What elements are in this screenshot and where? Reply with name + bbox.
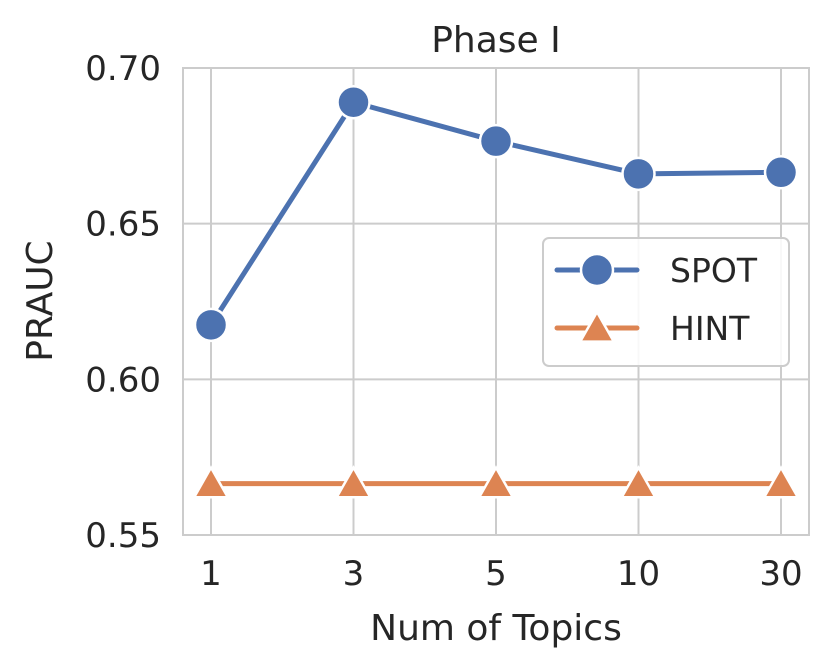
series-spot [193, 84, 799, 343]
data-point-spot [336, 84, 371, 120]
data-point-spot [478, 123, 514, 159]
data-point-hint [477, 465, 515, 499]
legend-label-spot: SPOT [670, 251, 758, 290]
y-tick-label: 0.65 [85, 205, 161, 245]
series-layer [192, 84, 800, 499]
x-tick-label: 3 [343, 554, 365, 594]
x-axis-title: Num of Topics [370, 608, 622, 649]
x-tick-label: 30 [759, 554, 802, 594]
legend-marker-spot [579, 252, 615, 288]
legend: SPOT HINT [542, 237, 790, 367]
y-tick-labels: 0.55 0.60 0.65 0.70 [85, 49, 161, 556]
data-point-hint [334, 465, 373, 499]
y-tick-label: 0.60 [85, 360, 161, 400]
legend-item-hint: HINT [554, 309, 750, 348]
data-point-hint [192, 465, 230, 499]
legend-marker-hint [578, 309, 616, 343]
plot-frame [182, 67, 810, 536]
data-point-spot [621, 156, 656, 192]
data-point-hint [619, 465, 658, 499]
legend-item-spot: SPOT [554, 251, 758, 290]
x-tick-labels: 1 3 5 10 30 [200, 554, 802, 594]
legend-items: SPOT HINT [554, 251, 758, 348]
x-tick-label: 5 [485, 554, 507, 594]
data-point-spot [193, 307, 229, 343]
data-point-hint [762, 465, 800, 499]
x-tick-label: 1 [200, 554, 222, 594]
data-point-spot [763, 155, 799, 190]
y-tick-label: 0.70 [85, 49, 161, 89]
legend-label-hint: HINT [670, 309, 750, 348]
chart-title: Phase I [431, 20, 561, 61]
series-hint [192, 465, 800, 499]
x-tick-label: 10 [617, 554, 660, 594]
y-tick-label: 0.55 [85, 516, 161, 556]
y-axis-title: PRAUC [20, 240, 61, 361]
